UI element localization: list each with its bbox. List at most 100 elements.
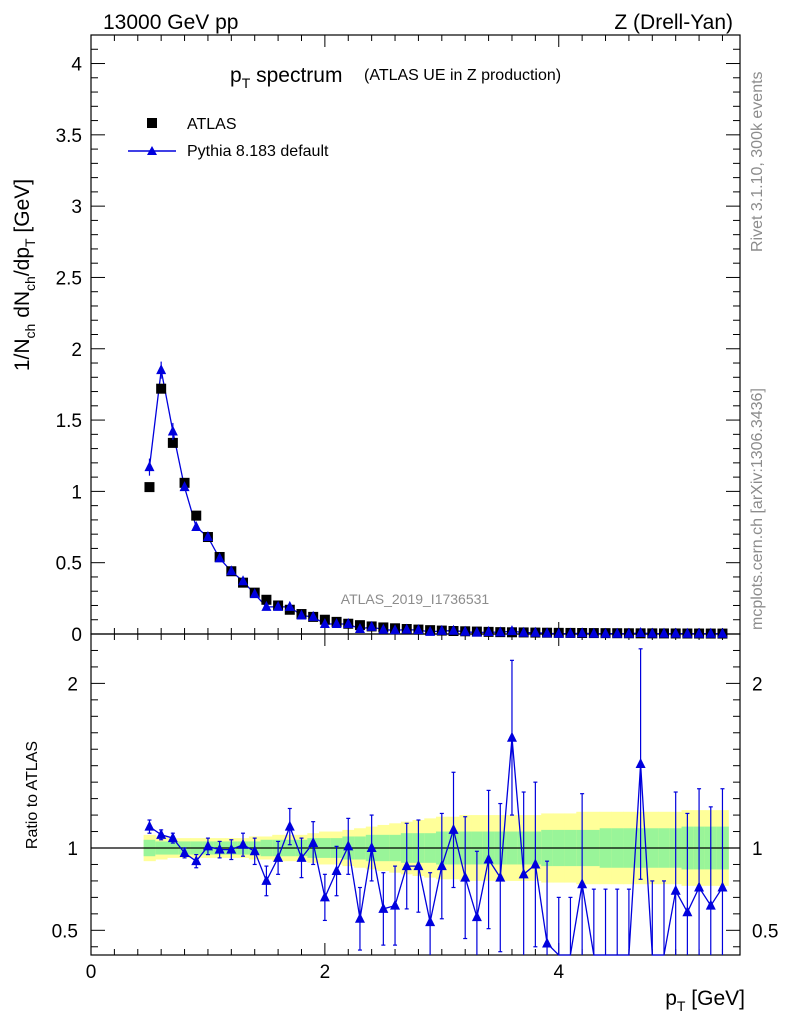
plot-title-p: p bbox=[230, 64, 242, 87]
ratio-data-point bbox=[191, 855, 202, 866]
mc-data-point bbox=[214, 552, 225, 563]
ratio-data-point bbox=[471, 911, 482, 922]
side-text-top: Rivet 3.1.10, 300k events bbox=[749, 71, 766, 252]
ratio-y-tick-label-right: 2 bbox=[752, 674, 763, 695]
mc-data-point bbox=[179, 481, 190, 492]
plot-title-note: (ATLAS UE in Z production) bbox=[364, 67, 561, 84]
y-axis-label: 1/Nch dNch/dpT [GeV] bbox=[11, 179, 38, 371]
mc-data-point bbox=[144, 461, 155, 472]
ratio-data-point bbox=[425, 916, 436, 927]
ratio-data-point bbox=[144, 820, 155, 831]
mc-data-point bbox=[471, 626, 482, 637]
mc-data-point bbox=[401, 623, 412, 634]
mc-data-point bbox=[226, 565, 237, 576]
mc-data-point bbox=[296, 609, 307, 620]
mc-data-point bbox=[647, 627, 658, 638]
ratio-data-point bbox=[167, 832, 178, 843]
ratio-data-point bbox=[261, 874, 272, 885]
x-tick-label: 4 bbox=[553, 962, 564, 983]
y-tick-label: 3.5 bbox=[56, 126, 82, 147]
mc-data-point bbox=[249, 588, 260, 599]
mc-data-point bbox=[238, 575, 249, 586]
atlas-data-point bbox=[261, 594, 272, 605]
ratio-data-point bbox=[390, 899, 401, 910]
ylabel-part-3: ch bbox=[22, 276, 38, 291]
mc-data-point bbox=[553, 627, 564, 638]
ratio-data-point bbox=[354, 912, 365, 923]
mc-data-point bbox=[717, 627, 728, 638]
mc-data-point bbox=[542, 627, 553, 638]
ratio-y-tick-label-left: 2 bbox=[67, 674, 78, 695]
atlas-data-point bbox=[191, 510, 202, 521]
mc-data-point bbox=[343, 618, 354, 629]
mc-data-point bbox=[191, 521, 202, 532]
ratio-data-point bbox=[226, 843, 237, 854]
mc-data-point bbox=[425, 625, 436, 636]
ylabel-part-5: T bbox=[22, 238, 38, 247]
atlas-data-point bbox=[156, 383, 167, 394]
mc-data-point bbox=[705, 627, 716, 638]
ratio-data-point bbox=[460, 871, 471, 882]
mc-data-point bbox=[331, 618, 342, 629]
plot-title-sub: T bbox=[242, 75, 251, 91]
ratio-data-point bbox=[506, 731, 517, 742]
ratio-data-point bbox=[378, 902, 389, 913]
mc-data-point bbox=[670, 627, 681, 638]
mc-data-point bbox=[448, 624, 459, 635]
y-tick-label: 0 bbox=[71, 625, 82, 646]
ratio-data-point bbox=[308, 837, 319, 848]
header-left: 13000 GeV pp bbox=[103, 11, 238, 34]
x-axis-label: pT [GeV] bbox=[665, 987, 745, 1014]
mc-data-point bbox=[623, 627, 634, 638]
ratio-data-point bbox=[401, 860, 412, 871]
y-tick-label: 1.5 bbox=[56, 411, 82, 432]
header-right: Z (Drell-Yan) bbox=[614, 11, 733, 34]
ylabel-part-4: /dp bbox=[11, 247, 34, 276]
legend-marker-atlas bbox=[147, 118, 157, 128]
mc-data-point bbox=[635, 627, 646, 638]
ratio-data-point bbox=[717, 881, 728, 892]
y-tick-label: 4 bbox=[71, 55, 82, 76]
xlabel-p: p bbox=[665, 987, 677, 1010]
side-text-bottom: mcplots.cern.ch [arXiv:1306.3436] bbox=[749, 388, 766, 630]
ratio-y-tick-label-right: 0.5 bbox=[752, 921, 778, 942]
mc-data-point bbox=[612, 627, 623, 638]
mc-data-point bbox=[577, 627, 588, 638]
ratio-data-point bbox=[694, 881, 705, 892]
watermark: ATLAS_2019_I1736531 bbox=[341, 591, 490, 607]
ylabel-part-6: [GeV] bbox=[11, 179, 34, 239]
ratio-data-point bbox=[530, 858, 541, 869]
ratio-y-tick-label-left: 0.5 bbox=[52, 921, 78, 942]
x-tick-label: 2 bbox=[320, 962, 331, 983]
y-tick-label: 3 bbox=[71, 197, 82, 218]
main-series bbox=[144, 361, 728, 639]
mc-data-point bbox=[308, 610, 319, 621]
mc-data-point bbox=[167, 425, 178, 436]
y-tick-label: 2.5 bbox=[56, 268, 82, 289]
ratio-data-point bbox=[705, 899, 716, 910]
ratio-y-tick-label-right: 1 bbox=[752, 839, 763, 860]
ratio-data-point bbox=[284, 820, 295, 831]
ratio-data-point bbox=[436, 860, 447, 871]
mc-data-point bbox=[413, 624, 424, 635]
mc-data-point bbox=[518, 626, 529, 637]
mc-data-point bbox=[565, 627, 576, 638]
ratio-data-point bbox=[495, 871, 506, 882]
ratio-data-point bbox=[542, 937, 553, 948]
mc-data-point bbox=[390, 624, 401, 635]
ratio-data-point bbox=[296, 851, 307, 862]
ylabel-part-1: ch bbox=[22, 324, 38, 339]
ylabel-part-0: 1/N bbox=[11, 338, 34, 371]
mc-data-point bbox=[354, 623, 365, 634]
ratio-data-point bbox=[518, 868, 529, 879]
atlas-data-point bbox=[167, 437, 178, 448]
mc-data-point bbox=[366, 620, 377, 631]
mc-data-point bbox=[588, 627, 599, 638]
ratio-data-point bbox=[202, 840, 213, 851]
legend-marker-mc bbox=[147, 146, 157, 155]
ratio-data-point bbox=[635, 758, 646, 769]
plot-title: pT spectrum bbox=[230, 64, 342, 91]
mc-data-point bbox=[530, 626, 541, 637]
ratio-data-point bbox=[448, 823, 459, 834]
